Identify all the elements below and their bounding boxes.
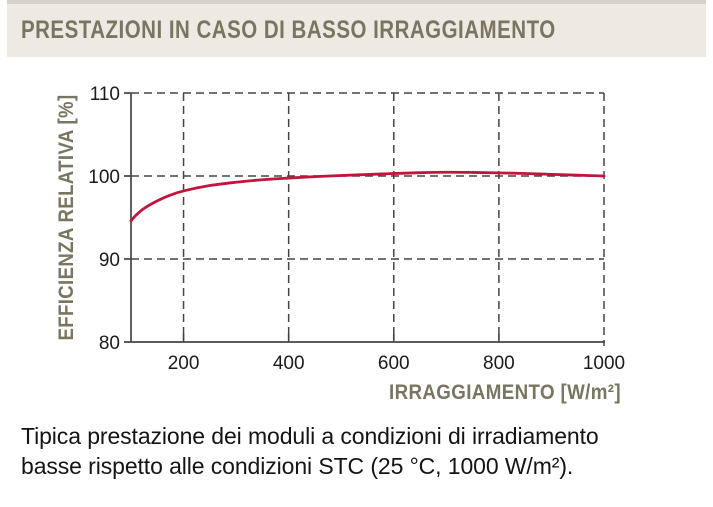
page-title: PRESTAZIONI IN CASO DI BASSO IRRAGGIAMEN…	[20, 16, 556, 44]
y-tick-label-80: 80	[99, 333, 120, 354]
x-tick-label-1000: 1000	[583, 353, 625, 374]
y-tick-label-110: 110	[90, 84, 120, 105]
caption: Tipica prestazione dei moduli a condizio…	[21, 421, 599, 481]
caption-line-2: basse rispetto alle condizioni STC (25 °…	[21, 453, 574, 479]
caption-line-1: Tipica prestazione dei moduli a condizio…	[21, 423, 599, 449]
x-axis-title: IRRAGGIAMENTO [W/m²]	[389, 381, 621, 404]
y-axis-title: EFFICIENZA RELATIVA [%]	[55, 95, 78, 341]
x-tick-label-200: 200	[168, 353, 200, 374]
header-band: PRESTAZIONI IN CASO DI BASSO IRRAGGIAMEN…	[7, 0, 706, 57]
efficiency-curve	[129, 170, 606, 223]
x-tick-label-600: 600	[378, 353, 410, 374]
x-tick-label-400: 400	[273, 353, 305, 374]
efficiency-chart: 80 90 100 110 200 400 600 800 1000 IRRAGGIAMENTO …	[55, 84, 625, 404]
y-tick-label-90: 90	[99, 250, 120, 271]
y-tick-label-100: 100	[88, 167, 120, 188]
x-tick-label-800: 800	[483, 353, 515, 374]
